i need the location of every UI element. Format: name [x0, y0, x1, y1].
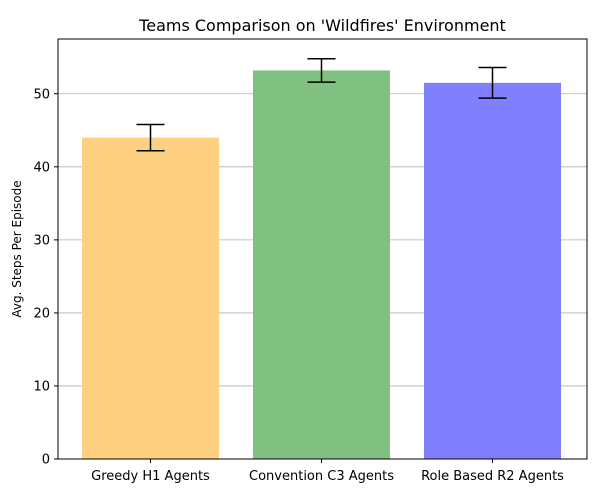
- y-tick-label: 10: [33, 379, 50, 394]
- error-bars: [136, 57, 507, 152]
- x-axis-ticks: Greedy H1 Agents Convention C3 Agents Role…: [91, 459, 564, 484]
- x-tick-label: Role Based R2 Agents: [421, 469, 564, 484]
- y-tick-label: 40: [33, 160, 50, 175]
- chart-title: Teams Comparison on 'Wildfires' Environm…: [138, 16, 506, 35]
- bar: [82, 137, 219, 459]
- y-axis-ticks: 0 10 20 30 40 50: [33, 87, 58, 468]
- plot-area-frame: [57, 38, 588, 460]
- x-tick-label: Convention C3 Agents: [249, 469, 394, 484]
- bars: [82, 70, 561, 460]
- bar: [424, 82, 561, 460]
- y-tick-label: 0: [42, 453, 50, 468]
- bar: [253, 70, 390, 460]
- x-tick-label: Greedy H1 Agents: [91, 469, 210, 484]
- y-tick-label: 20: [33, 306, 50, 321]
- y-tick-label: 50: [33, 87, 50, 102]
- y-tick-label: 30: [33, 233, 50, 248]
- y-axis-label: Avg. Steps Per Episode: [10, 180, 24, 317]
